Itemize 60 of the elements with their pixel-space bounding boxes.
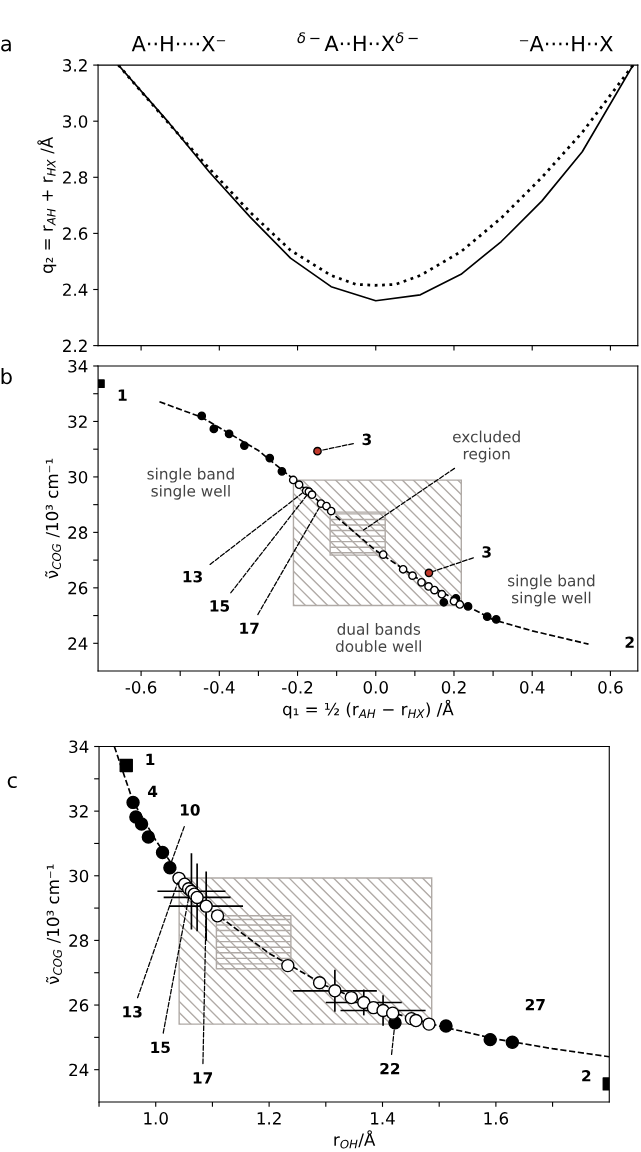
annotation: 2 [582, 1069, 591, 1082]
text: ⁻A····H··X [519, 36, 613, 52]
annotation: 17 [240, 622, 259, 634]
annotation: single band single well [147, 467, 234, 500]
y-tick-label: 3.2 [63, 59, 87, 72]
y-tick-label: 32 [69, 805, 88, 818]
text: b [1, 368, 12, 385]
y-tick-label: 2.4 [63, 283, 88, 296]
y-tick-label: 32 [68, 415, 87, 429]
text: A··H····X⁻ [131, 36, 226, 52]
y-tick-label: 34 [69, 740, 89, 754]
text: c [7, 776, 17, 789]
y-tick-label: 3.0 [63, 115, 88, 128]
x-tick-label: -0.2 [282, 681, 313, 694]
x-tick-label: -0.4 [203, 681, 235, 694]
annotation: 3 [482, 546, 491, 558]
x-tick-label: 0.4 [520, 681, 545, 694]
y-tick-label: 2.6 [63, 227, 88, 240]
x-tick-label: 1.2 [257, 1112, 281, 1125]
x-tick-label: 0.2 [441, 681, 466, 694]
annotation: 27 [525, 998, 545, 1011]
x-tick-label: 0.0 [363, 681, 388, 694]
x-tick-label: 1.4 [371, 1112, 395, 1125]
y-tick-label: 2.8 [63, 171, 88, 184]
annotation: 1 [118, 389, 127, 401]
y-tick-label: 24 [68, 637, 88, 650]
annotation: 2 [625, 636, 634, 648]
y-axis-title: ν̃$_{COG}$ /10³ cm⁻¹ [46, 864, 62, 985]
x-axis-title: r$_{OH}$/Å [334, 1130, 376, 1149]
annotation: 1 [146, 753, 155, 765]
annotation: 13 [123, 1006, 142, 1018]
x-tick-label: 1.0 [144, 1112, 168, 1125]
y-tick-label: 34 [68, 359, 88, 373]
annotation: excluded region [453, 430, 520, 463]
annotation: 22 [380, 1062, 400, 1075]
annotation: dual bands double well [335, 623, 421, 652]
y-tick-label: 26 [69, 999, 89, 1012]
annotation: single band single well [508, 574, 595, 607]
y-axis-title: q₂ = r$_{AH}$ + r$_{HX}$ /Å [37, 136, 57, 274]
annotation: 4 [147, 785, 158, 797]
x-tick-label: -0.6 [125, 681, 157, 694]
y-tick-label: 2.2 [63, 339, 87, 352]
text: a [1, 39, 11, 52]
y-tick-label: 28 [69, 934, 89, 947]
y-tick-label: 30 [69, 869, 89, 883]
x-tick-label: 1.6 [484, 1112, 509, 1125]
annotation: 3 [362, 433, 371, 446]
x-axis-title: q₁ = ½ (r$_{AH}$ − r$_{HX}$) /Å [283, 699, 454, 719]
annotation: 13 [183, 570, 202, 583]
annotation: 10 [180, 804, 200, 816]
x-tick-label: 0.6 [598, 681, 623, 694]
y-tick-label: 30 [68, 470, 88, 484]
y-tick-label: 26 [68, 581, 88, 595]
y-tick-label: 28 [68, 526, 88, 539]
text: $^{δ−}$A··H··X$^{δ−}$ [297, 32, 418, 52]
annotation: 15 [151, 1041, 170, 1054]
annotation: 15 [210, 600, 230, 612]
y-tick-label: 24 [69, 1063, 89, 1077]
annotation: 17 [193, 1072, 213, 1084]
y-axis-title: ν̃$_{COG}$ /10³ cm⁻¹ [45, 458, 61, 579]
